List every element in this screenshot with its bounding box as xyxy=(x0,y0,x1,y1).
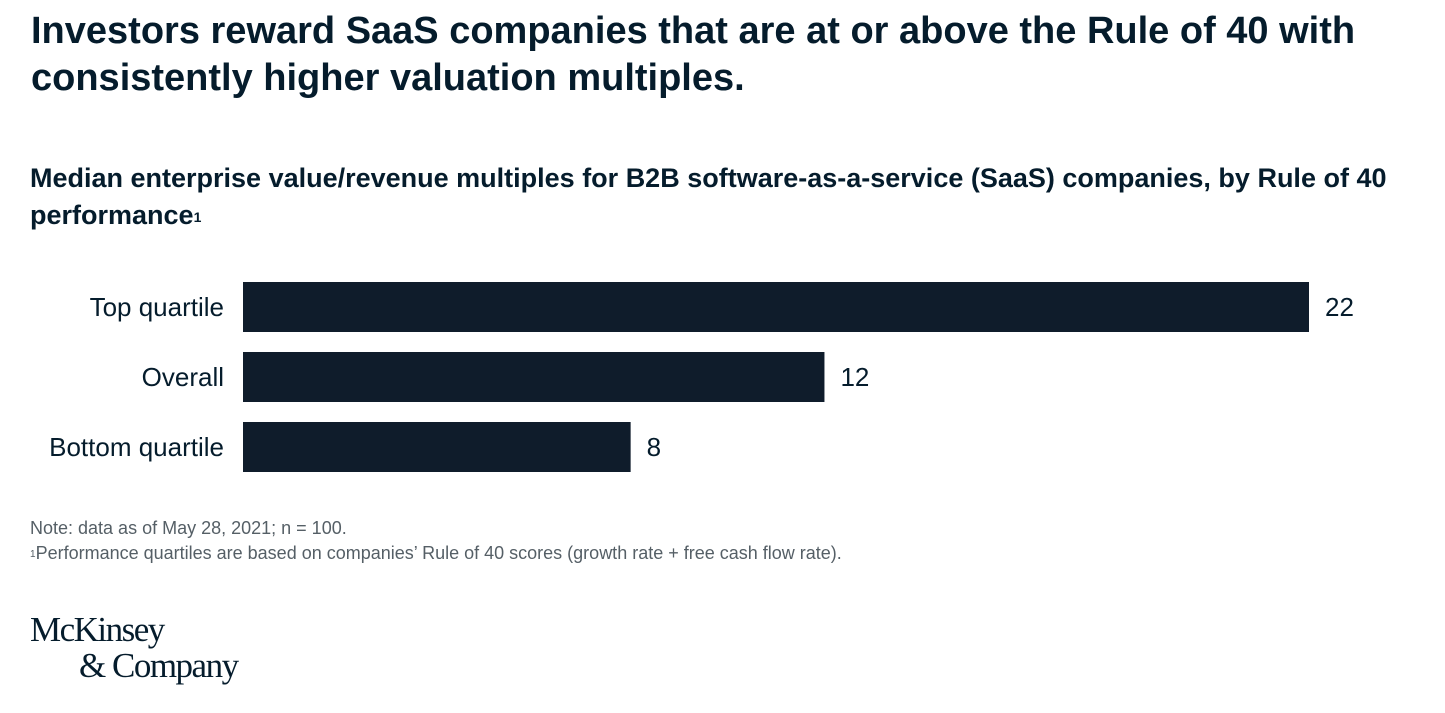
category-label-bottom-quartile: Bottom quartile xyxy=(49,432,224,462)
data-note: Note: data as of May 28, 2021; n = 100. xyxy=(30,518,347,538)
chart-headline: Investors reward SaaS companies that are… xyxy=(31,10,1356,99)
logo-line-2: & Company xyxy=(79,646,239,685)
bar-top-quartile xyxy=(243,282,1309,332)
category-label-overall: Overall xyxy=(142,362,224,392)
bar-bottom-quartile xyxy=(243,422,631,472)
category-label-top-quartile: Top quartile xyxy=(90,292,224,322)
chart-subtitle: Median enterprise value/revenue multiple… xyxy=(30,160,1410,234)
logo-line-1: McKinsey xyxy=(30,610,165,649)
mckinsey-logo: McKinsey & Company xyxy=(30,610,239,685)
value-label-bottom-quartile: 8 xyxy=(647,432,661,462)
footnote-text: Performance quartiles are based on compa… xyxy=(35,543,842,563)
footnote-marker: 1 xyxy=(30,549,36,560)
chart-subtitle-text: Median enterprise value/revenue multiple… xyxy=(30,163,1387,230)
footnote: 1Performance quartiles are based on comp… xyxy=(30,541,1410,566)
bar-overall xyxy=(243,352,825,402)
chart-notes: Note: data as of May 28, 2021; n = 100. … xyxy=(30,516,1410,566)
value-label-overall: 12 xyxy=(840,362,869,392)
value-label-top-quartile: 22 xyxy=(1325,292,1354,322)
bar-chart: Top quartile 22 Overall 12 Bottom quartile 8 xyxy=(49,282,1354,472)
subtitle-footnote-marker: 1 xyxy=(193,209,202,225)
